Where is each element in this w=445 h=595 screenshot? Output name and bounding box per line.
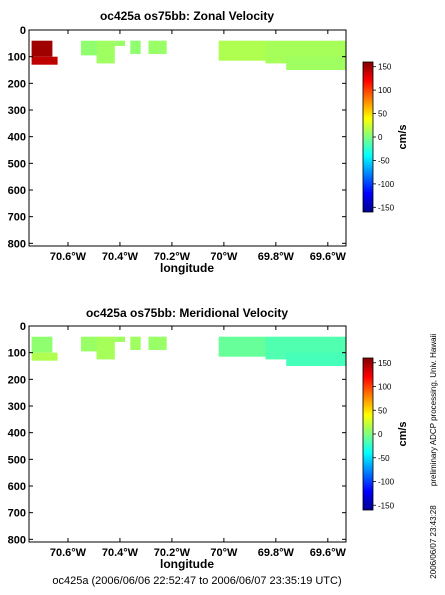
colorbar-tick-label: -150	[378, 203, 395, 212]
velocity-patch	[130, 40, 141, 54]
y-tick-label: 200	[8, 78, 26, 90]
colorbar-tick-label: 100	[378, 86, 392, 95]
velocity-patch	[218, 336, 266, 357]
colorbar-tick-label: -100	[378, 180, 395, 189]
y-tick-label: 600	[8, 185, 26, 197]
velocity-patch	[218, 40, 266, 61]
velocity-patch	[96, 336, 115, 360]
x-tick-label: 69.6°W	[310, 547, 347, 559]
colorbar-tick-label: 50	[378, 110, 387, 119]
velocity-patch	[114, 336, 126, 342]
y-tick-label: 700	[8, 508, 26, 520]
x-tick-label: 70.6°W	[50, 547, 87, 559]
colorbar-tick-label: -50	[378, 454, 390, 463]
colorbar: 150 100 50 0 -50 -100 -150 cm/s	[362, 357, 409, 511]
x-axis-label: longitude	[160, 261, 214, 275]
y-tick-label: 0	[20, 321, 26, 333]
colorbar-tick-label: 150	[378, 359, 392, 368]
y-tick-label: 0	[20, 25, 26, 37]
colorbar-gradient	[362, 61, 374, 213]
meridional-velocity-panel: oc425a os75bb: Meridional Velocity 0 100 2…	[8, 306, 409, 571]
processing-note: preliminary ADCP processing, Univ. Hawai…	[429, 334, 438, 486]
plot-area: 0 100 200 300 400 500 600 700 800 70.6°W 70.4°W 70.…	[8, 321, 347, 559]
colorbar: 150 100 50 0 -50 -100 -150 cm/s	[362, 61, 409, 213]
y-tick-label: 800	[8, 534, 26, 546]
chart-title: oc425a os75bb: Meridional Velocity	[86, 306, 288, 320]
velocity-patch	[114, 40, 126, 46]
colorbar-tick-label: 0	[378, 430, 383, 439]
y-tick-label: 500	[8, 454, 26, 466]
x-tick-label: 69.8°W	[258, 547, 295, 559]
colorbar-tick-label: 50	[378, 406, 387, 415]
x-tick-label: 70.6°W	[50, 251, 87, 263]
velocity-patch	[81, 40, 100, 56]
y-tick-label: 800	[8, 238, 26, 250]
velocity-patch	[31, 56, 58, 65]
y-tick-label: 100	[8, 52, 26, 64]
plot-frame	[28, 29, 347, 247]
colorbar-ticks: 150 100 50 0 -50 -100 -150	[373, 63, 395, 212]
timestamp-note: 2006/06/07 23:43:28	[429, 505, 438, 579]
y-tick-label: 600	[8, 481, 26, 493]
y-tick-label: 500	[8, 158, 26, 170]
y-tick-label: 400	[8, 428, 26, 440]
velocity-patch	[31, 352, 58, 361]
x-tick-label: 70°W	[210, 251, 238, 263]
x-axis-label: longitude	[160, 557, 214, 571]
colorbar-tick-label: -100	[378, 478, 395, 487]
y-tick-label: 300	[8, 105, 26, 117]
x-tick-label: 70.4°W	[102, 547, 139, 559]
y-tick-label: 400	[8, 132, 26, 144]
velocity-patch	[96, 40, 115, 64]
colorbar-tick-label: -150	[378, 501, 395, 510]
velocity-patch	[31, 40, 53, 57]
y-tick-label: 300	[8, 401, 26, 413]
velocity-patch	[286, 56, 346, 70]
velocity-patch	[81, 336, 100, 352]
zonal-velocity-panel: oc425a os75bb: Zonal Velocity 0 100 200 300…	[8, 9, 409, 275]
x-tick-label: 69.8°W	[258, 251, 295, 263]
colorbar-ticks: 150 100 50 0 -50 -100 -150	[373, 359, 395, 510]
velocity-patch	[286, 352, 346, 366]
velocity-patch	[31, 336, 53, 353]
plot-frame	[28, 325, 347, 543]
velocity-patch	[130, 336, 141, 350]
colorbar-label: cm/s	[397, 124, 409, 149]
y-tick-label: 100	[8, 348, 26, 360]
time-range-footer: oc425a (2006/06/06 22:52:47 to 2006/06/0…	[52, 575, 341, 587]
colorbar-label: cm/s	[397, 421, 409, 446]
chart-title: oc425a os75bb: Zonal Velocity	[100, 9, 274, 23]
x-tick-label: 70.2°W	[154, 251, 191, 263]
x-tick-label: 69.6°W	[310, 251, 347, 263]
colorbar-gradient	[362, 357, 374, 511]
colorbar-tick-label: -50	[378, 156, 390, 165]
x-tick-label: 70.2°W	[154, 547, 191, 559]
colorbar-tick-label: 150	[378, 63, 392, 72]
y-tick-label: 700	[8, 212, 26, 224]
colorbar-tick-label: 100	[378, 383, 392, 392]
velocity-patch	[148, 40, 167, 54]
velocity-patch	[148, 336, 167, 350]
y-tick-label: 200	[8, 374, 26, 386]
plot-area: 0 100 200 300 400 500 600 700 800 70.6°W 70.4°W 70.…	[8, 25, 347, 263]
x-tick-label: 70.4°W	[102, 251, 139, 263]
x-tick-label: 70°W	[210, 547, 238, 559]
colorbar-tick-label: 0	[378, 133, 383, 142]
